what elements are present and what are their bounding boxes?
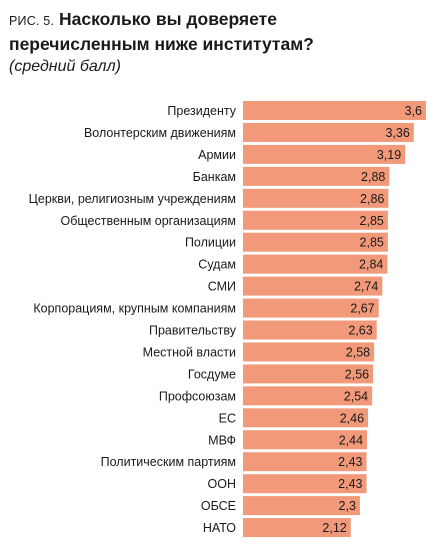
value-label: 2,46 <box>340 411 364 425</box>
value-label: 2,12 <box>322 521 346 535</box>
bar <box>243 320 377 340</box>
value-label: 2,74 <box>354 280 378 294</box>
value-label: 2,88 <box>361 170 385 184</box>
figure-header: РИС. 5. Насколько вы доверяете перечисле… <box>9 8 433 78</box>
bar <box>243 452 367 472</box>
bar <box>243 342 375 362</box>
bar <box>243 232 388 252</box>
bar <box>243 386 373 406</box>
bar <box>243 364 374 384</box>
category-label: Судам <box>198 258 236 272</box>
value-label: 2,54 <box>344 389 368 403</box>
value-label: 2,43 <box>338 455 362 469</box>
category-label: Церкви, религиозным учреждениям <box>29 192 236 206</box>
category-label: Общественным организациям <box>61 214 236 228</box>
category-label: ОБСЕ <box>201 499 236 513</box>
category-label: Госдуме <box>188 367 236 381</box>
value-label: 2,67 <box>350 302 374 316</box>
bar <box>243 188 389 208</box>
category-label: Президенту <box>167 104 236 118</box>
figure-title-part-1: Насколько вы доверяете <box>59 9 277 29</box>
value-label: 2,85 <box>360 236 384 250</box>
category-label: СМИ <box>208 280 236 294</box>
bar <box>243 276 383 296</box>
bar <box>243 166 390 186</box>
value-label: 3,36 <box>385 126 409 140</box>
bar <box>243 210 388 230</box>
value-label: 2,44 <box>339 433 363 447</box>
category-label: НАТО <box>203 521 236 535</box>
category-label: МВФ <box>208 433 236 447</box>
value-label: 3,19 <box>377 148 401 162</box>
figure-subtitle: (средний балл) <box>9 58 121 75</box>
bar <box>243 518 351 538</box>
category-label: ООН <box>208 477 236 491</box>
value-label: 2,58 <box>346 345 370 359</box>
category-label: ЕС <box>219 411 236 425</box>
value-label: 2,86 <box>360 192 384 206</box>
category-label: Правительству <box>149 324 237 338</box>
bar <box>243 430 368 450</box>
figure-title-line-1: РИС. 5. Насколько вы доверяете <box>9 8 433 32</box>
category-label: Профсоюзам <box>159 389 236 403</box>
bar <box>243 496 360 516</box>
category-label: Корпорациям, крупным компаниям <box>33 302 236 316</box>
bar <box>243 101 426 120</box>
figure-title-line-2: перечисленным ниже институтам? <box>9 34 314 54</box>
category-label: Волонтерским движениям <box>84 126 236 140</box>
bar <box>243 144 406 164</box>
category-label: Банкам <box>193 170 236 184</box>
value-label: 2,63 <box>348 324 372 338</box>
category-label: Полиции <box>185 236 236 250</box>
bar <box>243 254 388 274</box>
bar <box>243 474 367 494</box>
bar <box>243 122 414 142</box>
category-label: Армии <box>198 148 236 162</box>
category-label: Политическим партиям <box>101 455 236 469</box>
value-label: 2,85 <box>360 214 384 228</box>
value-label: 2,56 <box>345 367 369 381</box>
bar <box>243 298 379 318</box>
value-label: 2,3 <box>339 499 356 513</box>
value-label: 2,84 <box>359 258 383 272</box>
bar <box>243 408 369 428</box>
figure-prefix: РИС. 5. <box>9 14 55 28</box>
value-label: 2,43 <box>338 477 362 491</box>
value-label: 3,6 <box>405 104 422 118</box>
category-label: Местной власти <box>143 345 236 359</box>
